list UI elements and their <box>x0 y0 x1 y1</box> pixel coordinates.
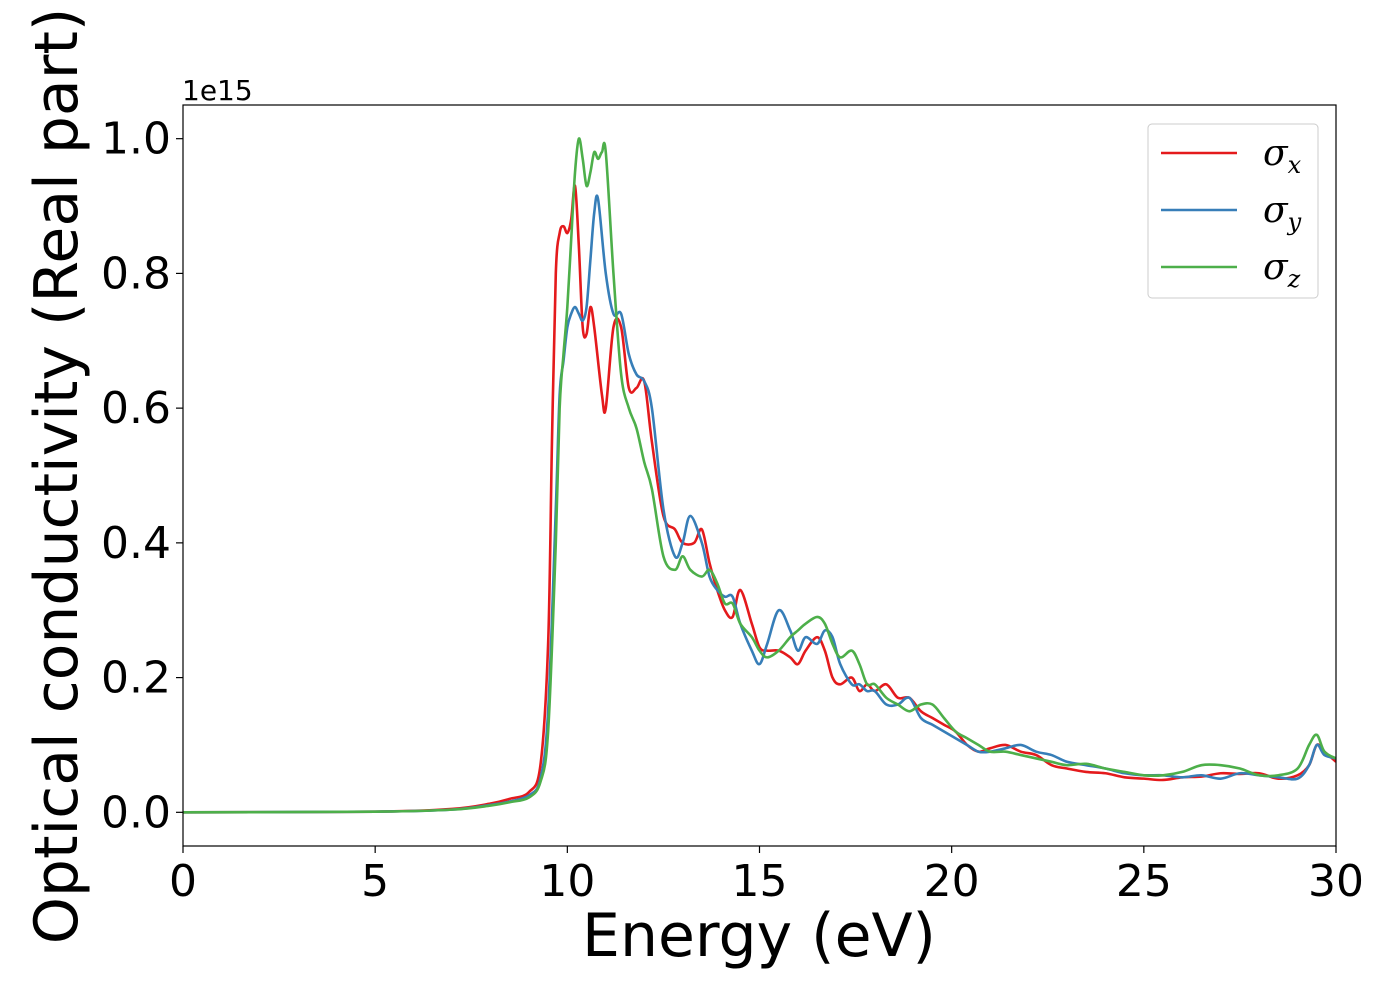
y-tick-label: 0.6 <box>101 383 171 434</box>
x-tick-label: 0 <box>169 856 197 907</box>
y-tick-label: 0.0 <box>101 787 171 838</box>
y-offset-label: 1e15 <box>182 74 253 107</box>
y-tick-label: 1.0 <box>101 114 171 165</box>
x-tick-label: 15 <box>732 856 788 907</box>
series-line-sigma-z <box>183 137 1336 814</box>
x-axis-label: Energy (eV) <box>582 901 936 971</box>
x-tick-label: 5 <box>361 856 389 907</box>
series-line-sigma-x <box>183 184 1336 814</box>
x-tick-label: 30 <box>1308 856 1364 907</box>
y-tick-label: 0.4 <box>101 518 171 569</box>
y-axis-ticks: 0.0 0.2 0.4 0.6 0.8 1.0 <box>101 114 183 838</box>
x-tick-label: 25 <box>1116 856 1172 907</box>
x-tick-label: 10 <box>539 856 595 907</box>
y-tick-label: 0.8 <box>101 248 171 299</box>
series-layer <box>183 137 1336 814</box>
y-tick-label: 0.2 <box>101 653 171 704</box>
y-axis-label: Optical conductivity (Real part) <box>22 8 92 945</box>
x-tick-label: 20 <box>924 856 980 907</box>
x-axis-ticks: 0 5 10 15 20 25 30 <box>169 846 1364 907</box>
